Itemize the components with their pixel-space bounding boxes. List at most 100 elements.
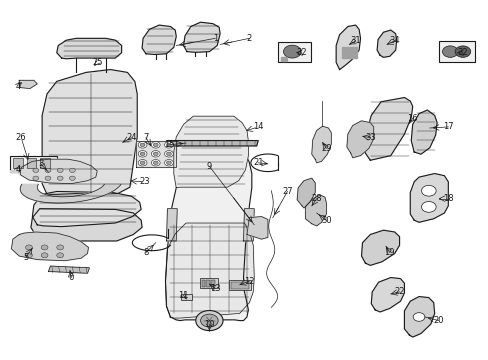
Circle shape	[138, 141, 147, 148]
Text: 25: 25	[92, 58, 102, 67]
Bar	[181, 294, 191, 300]
Circle shape	[166, 161, 171, 165]
Circle shape	[33, 168, 39, 172]
Text: 33: 33	[364, 133, 375, 142]
Circle shape	[166, 143, 171, 147]
Polygon shape	[365, 98, 412, 160]
Polygon shape	[243, 209, 254, 241]
Text: 8: 8	[143, 248, 148, 257]
Text: 19: 19	[384, 248, 394, 257]
Text: 3: 3	[38, 159, 43, 168]
Text: 11: 11	[178, 291, 188, 300]
Polygon shape	[341, 47, 356, 58]
Polygon shape	[173, 116, 248, 188]
Text: 27: 27	[282, 187, 292, 196]
Circle shape	[454, 46, 470, 57]
Text: 30: 30	[321, 216, 331, 225]
Circle shape	[45, 176, 51, 180]
Circle shape	[164, 159, 173, 166]
Circle shape	[164, 141, 173, 148]
Circle shape	[421, 185, 435, 196]
Circle shape	[164, 150, 173, 157]
Circle shape	[283, 45, 301, 58]
Polygon shape	[165, 138, 251, 320]
Bar	[26, 158, 36, 168]
Polygon shape	[31, 209, 142, 241]
Circle shape	[166, 152, 171, 156]
Bar	[13, 158, 22, 168]
Polygon shape	[11, 232, 88, 261]
Text: 20: 20	[432, 316, 443, 325]
Text: 4: 4	[15, 82, 20, 91]
Polygon shape	[32, 192, 141, 226]
Polygon shape	[376, 30, 396, 57]
Polygon shape	[370, 278, 404, 312]
Polygon shape	[19, 80, 37, 89]
Bar	[438, 41, 474, 62]
Text: 2: 2	[246, 34, 251, 43]
Bar	[277, 41, 310, 62]
Circle shape	[57, 176, 63, 180]
Text: 4: 4	[15, 165, 20, 174]
Bar	[230, 282, 248, 289]
Polygon shape	[166, 209, 177, 241]
Circle shape	[41, 245, 48, 250]
Bar	[199, 278, 218, 288]
Bar	[201, 280, 204, 287]
Text: 5: 5	[23, 253, 29, 262]
Circle shape	[412, 313, 424, 321]
Polygon shape	[361, 230, 399, 265]
Circle shape	[69, 168, 75, 172]
Polygon shape	[311, 126, 330, 163]
Bar	[40, 158, 50, 168]
Circle shape	[151, 150, 160, 157]
Text: 14: 14	[252, 122, 263, 131]
Circle shape	[200, 314, 218, 327]
Text: 18: 18	[442, 194, 453, 203]
Polygon shape	[335, 25, 360, 69]
Circle shape	[57, 245, 63, 250]
Bar	[211, 280, 214, 287]
Polygon shape	[346, 121, 373, 158]
Text: 7: 7	[143, 133, 148, 142]
Text: 32: 32	[296, 48, 307, 57]
Circle shape	[153, 152, 158, 156]
Circle shape	[33, 176, 39, 180]
Bar	[10, 156, 57, 170]
Text: 13: 13	[209, 284, 220, 293]
Text: 1: 1	[212, 34, 218, 43]
Circle shape	[153, 143, 158, 147]
Polygon shape	[57, 39, 122, 59]
Circle shape	[421, 202, 435, 212]
Text: 15: 15	[163, 140, 174, 149]
Text: 29: 29	[321, 144, 331, 153]
Text: 21: 21	[252, 158, 263, 167]
Polygon shape	[48, 266, 89, 273]
Circle shape	[153, 161, 158, 165]
Polygon shape	[183, 22, 220, 52]
Polygon shape	[246, 217, 267, 239]
Circle shape	[140, 161, 145, 165]
Text: 22: 22	[393, 287, 404, 296]
Circle shape	[140, 143, 145, 147]
Text: 28: 28	[311, 194, 321, 203]
Circle shape	[41, 253, 48, 258]
Text: 10: 10	[203, 320, 214, 329]
Text: 6: 6	[69, 273, 74, 282]
Circle shape	[138, 150, 147, 157]
Polygon shape	[42, 69, 137, 194]
Bar	[206, 280, 209, 287]
Text: 16: 16	[407, 114, 417, 123]
Circle shape	[195, 311, 223, 330]
Circle shape	[140, 152, 145, 156]
Circle shape	[45, 168, 51, 172]
Polygon shape	[10, 171, 43, 173]
Circle shape	[25, 245, 32, 250]
Text: 17: 17	[442, 122, 453, 131]
Text: 31: 31	[349, 36, 360, 45]
Polygon shape	[409, 174, 447, 222]
Polygon shape	[165, 223, 254, 318]
Text: 23: 23	[139, 177, 149, 186]
Text: 26: 26	[16, 133, 26, 142]
Circle shape	[57, 253, 63, 258]
